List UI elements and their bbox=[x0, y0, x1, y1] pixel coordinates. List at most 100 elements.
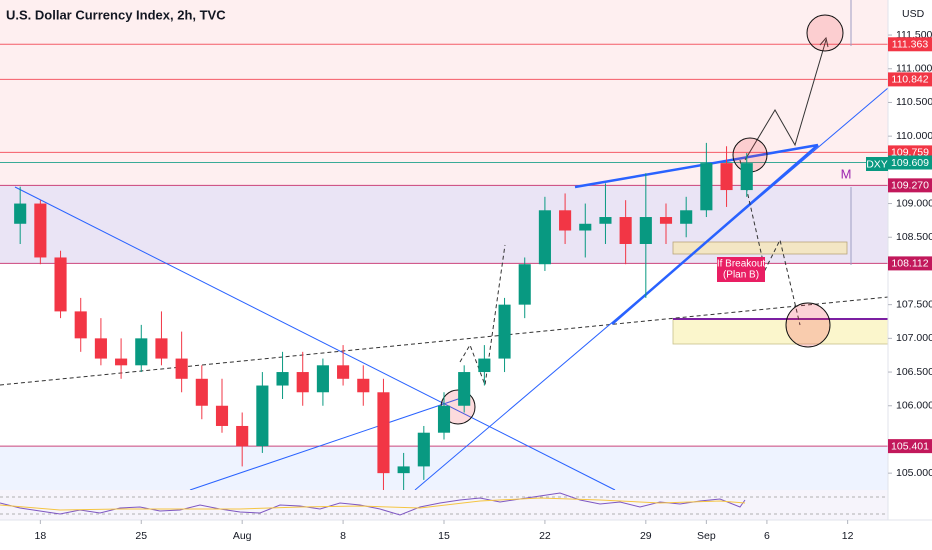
candle-body bbox=[296, 372, 309, 393]
price-tag bbox=[888, 178, 932, 193]
price-tag bbox=[888, 155, 932, 170]
candle-body bbox=[478, 358, 491, 373]
candle-body bbox=[397, 466, 410, 474]
trendline bbox=[189, 394, 471, 491]
x-tick-label: 29 bbox=[640, 530, 652, 542]
candle-body bbox=[377, 392, 390, 474]
candle-body bbox=[94, 338, 107, 359]
candle-body bbox=[700, 163, 713, 211]
y-tick-label: 107.500 bbox=[896, 298, 932, 310]
x-tick-label: 18 bbox=[35, 530, 47, 542]
zones bbox=[0, 0, 888, 490]
candle-body bbox=[437, 405, 451, 433]
candle-body bbox=[498, 304, 511, 359]
price-tag-label: 109.609 bbox=[891, 157, 929, 169]
levels bbox=[0, 43, 888, 447]
candle-body bbox=[175, 358, 188, 379]
dashed-path bbox=[459, 244, 506, 386]
price-tag-label: 109.270 bbox=[891, 180, 929, 192]
candle-body bbox=[619, 217, 632, 244]
x-tick-label: 15 bbox=[438, 530, 450, 542]
highlight-circle bbox=[785, 302, 831, 348]
x-tick-label: 8 bbox=[340, 530, 346, 542]
candle-body bbox=[639, 217, 652, 244]
price-tag bbox=[888, 439, 932, 454]
candles bbox=[14, 142, 753, 497]
candle-body bbox=[215, 405, 229, 426]
y-tick-label: 106.000 bbox=[896, 400, 932, 412]
x-tick-label: Sep bbox=[697, 530, 716, 542]
candle-body bbox=[276, 372, 289, 386]
candle-body bbox=[599, 217, 612, 224]
resistance-zone bbox=[0, 0, 888, 186]
trendline bbox=[14, 186, 616, 491]
pattern-label: M bbox=[841, 166, 852, 181]
arrow-path bbox=[744, 39, 827, 161]
candle-body bbox=[236, 425, 249, 447]
zone-box bbox=[672, 241, 848, 255]
support-zone bbox=[0, 446, 888, 490]
candle-body bbox=[458, 372, 471, 406]
candle-body bbox=[74, 311, 87, 339]
y-tick-label: 110.000 bbox=[896, 130, 932, 142]
arrow-head bbox=[819, 36, 829, 48]
price-tag-label: 111.363 bbox=[892, 39, 929, 51]
candle-body bbox=[659, 217, 673, 224]
y-tick-label: 107.000 bbox=[896, 332, 932, 344]
price-tag-label: 105.401 bbox=[891, 440, 929, 452]
x-tick-label: 25 bbox=[135, 530, 147, 542]
wedge-line bbox=[574, 143, 819, 189]
candle-body bbox=[518, 264, 531, 305]
price-tag bbox=[888, 37, 932, 52]
candle-body bbox=[256, 385, 269, 447]
price-tags: 111.363110.842109.759109.609109.270108.1… bbox=[888, 37, 932, 454]
y-tick-label: 109.000 bbox=[896, 197, 932, 209]
chart-title: U.S. Dollar Currency Index, 2h, TVC bbox=[6, 7, 226, 22]
y-tick-label: 106.500 bbox=[896, 366, 932, 378]
y-tick-label: 108.500 bbox=[896, 231, 932, 243]
x-tick-label: Aug bbox=[233, 530, 252, 542]
candle-body bbox=[34, 203, 47, 258]
candle-body bbox=[559, 210, 572, 231]
candle-body bbox=[195, 378, 208, 406]
candle-body bbox=[115, 358, 128, 366]
candle-body bbox=[740, 163, 753, 191]
candle-body bbox=[337, 365, 350, 379]
price-tag-label: 108.112 bbox=[891, 258, 928, 270]
symbol-label: DXY bbox=[866, 158, 888, 170]
candle-body bbox=[135, 338, 148, 366]
price-tag-label: 110.842 bbox=[891, 74, 928, 86]
x-tick-label: 12 bbox=[842, 530, 854, 542]
candle-body bbox=[316, 365, 329, 393]
candle-body bbox=[357, 378, 370, 393]
zone-box bbox=[672, 318, 889, 345]
y-tick-label: 111.000 bbox=[896, 63, 932, 75]
dashed-trend bbox=[0, 296, 889, 386]
price-tag bbox=[888, 72, 932, 87]
y-tick-label: 105.000 bbox=[896, 467, 932, 479]
candle-body bbox=[155, 338, 168, 359]
candle-body bbox=[680, 210, 693, 224]
currency-label: USD bbox=[902, 8, 925, 20]
annotation-box bbox=[717, 257, 765, 282]
candle-body bbox=[579, 223, 592, 231]
x-axis: 18 25 Aug 8 15 22 29 Sep 6 12 bbox=[35, 520, 854, 542]
x-tick-label: 22 bbox=[539, 530, 551, 542]
y-axis: 111.500111.000110.500110.000109.000108.5… bbox=[888, 29, 932, 479]
candle-body bbox=[720, 163, 733, 191]
y-tick-label: 110.500 bbox=[896, 96, 932, 108]
symbol-badge bbox=[866, 157, 888, 171]
candle-body bbox=[538, 210, 551, 265]
candle-body bbox=[417, 432, 430, 467]
annotation-text: (Plan B) bbox=[723, 270, 759, 281]
price-tag bbox=[888, 256, 932, 271]
annotation-text: If Breakout bbox=[717, 259, 766, 270]
x-tick-label: 6 bbox=[764, 530, 770, 542]
wedge-line bbox=[611, 144, 819, 325]
highlight-circle bbox=[806, 14, 844, 52]
rsi-pane bbox=[0, 490, 888, 520]
dashed-path bbox=[739, 159, 801, 326]
candle-body bbox=[14, 203, 27, 224]
